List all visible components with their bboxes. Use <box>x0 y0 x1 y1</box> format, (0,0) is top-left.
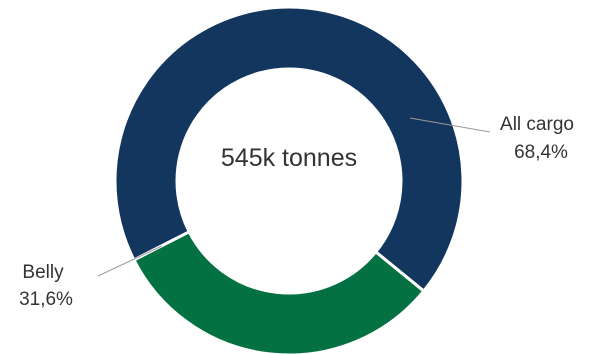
slice-label-belly-value: 31,6% <box>19 289 73 310</box>
slice-label-belly-name: Belly <box>22 262 64 283</box>
slice-label-all-cargo-name: All cargo <box>500 114 574 135</box>
leader-lines <box>97 117 491 277</box>
donut-slices <box>113 5 465 354</box>
slice-label-all-cargo-value: 68,4% <box>514 142 568 163</box>
center-total-label: 545k tonnes <box>221 144 357 172</box>
leader-line-all-cargo <box>409 117 491 133</box>
donut-slice-belly <box>131 229 426 354</box>
leader-line-belly <box>97 245 163 277</box>
donut-slice-all-cargo <box>113 5 465 294</box>
